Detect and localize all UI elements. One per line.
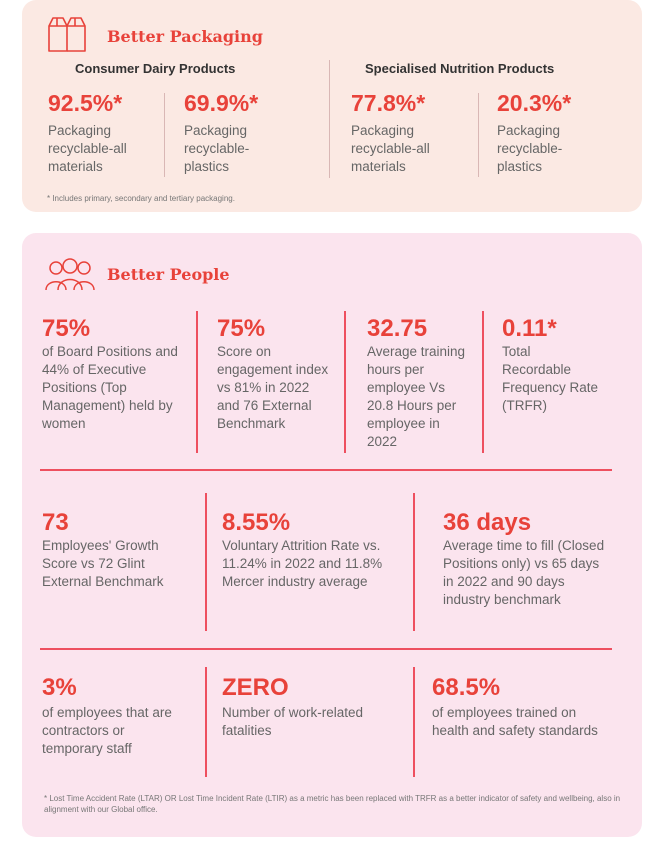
stat-label: Average time to fill (Closed Positions o… (443, 538, 605, 607)
stat-label: of employees trained on health and safet… (432, 705, 598, 738)
stat-label: Average training hours per employee Vs 2… (367, 344, 466, 449)
packaging-boxes-icon (48, 17, 86, 52)
stat-value: 77.8%* (351, 90, 426, 116)
specialised-nutrition-heading: Specialised Nutrition Products (365, 61, 555, 76)
stat-value: 75% (217, 315, 266, 342)
stat-value: 3% (42, 674, 77, 701)
stat-value: 73 (42, 509, 69, 536)
divider (413, 493, 415, 631)
divider (205, 493, 207, 631)
stat-value: 92.5%* (48, 90, 123, 116)
stat-label: Voluntary Attrition Rate vs. 11.24% in 2… (222, 538, 383, 589)
divider (413, 667, 415, 777)
stat-value: 0.11* (502, 315, 557, 342)
stat-value: 8.55% (222, 509, 291, 536)
stat-value: 68.5% (432, 674, 501, 701)
people-group-icon (45, 258, 95, 291)
packaging-footnote: * Includes primary, secondary and tertia… (47, 194, 235, 203)
stat-label: Employees' Growth Score vs 72 Glint Exte… (42, 538, 164, 589)
stat-label: of Board Positions and 44% of Executive … (42, 344, 178, 431)
better-packaging-card: Better Packaging Consumer Dairy Products… (22, 0, 642, 212)
stat-label: Number of work-related fatalities (222, 705, 364, 738)
stat-label: Packaging recyclable-plastics (184, 123, 250, 174)
divider (478, 93, 479, 177)
stat-value: 20.3%* (497, 90, 572, 116)
divider (164, 93, 165, 177)
stat-label: of employees that are contractors or tem… (42, 705, 172, 756)
stat-label: Score on engagement index vs 81% in 2022… (217, 344, 329, 431)
section-title-people: Better People (107, 265, 230, 284)
stat-value: ZERO (222, 674, 289, 701)
stat-label: Total Recordable Frequency Rate (TRFR) (502, 344, 599, 413)
stat-label: Packaging recyclable-all materials (48, 123, 127, 174)
stat-label: Packaging recyclable-all materials (351, 123, 430, 174)
section-title-packaging: Better Packaging (107, 27, 263, 46)
consumer-dairy-heading: Consumer Dairy Products (75, 61, 236, 76)
people-footnote: * Lost Time Accident Rate (LTAR) OR Lost… (44, 794, 621, 814)
column-divider (329, 60, 330, 178)
stat-value: 75% (42, 315, 91, 342)
stat-value: 36 days (443, 509, 532, 536)
row-divider (40, 469, 612, 471)
divider (196, 311, 198, 453)
divider (205, 667, 207, 777)
stat-value: 32.75 (367, 315, 428, 342)
row-divider (40, 648, 612, 650)
better-people-card: Better People 75% of Board Positions and… (22, 233, 642, 837)
stat-label: Packaging recyclable-plastics (497, 123, 563, 174)
divider (482, 311, 484, 453)
stat-value: 69.9%* (184, 90, 259, 116)
divider (344, 311, 346, 453)
